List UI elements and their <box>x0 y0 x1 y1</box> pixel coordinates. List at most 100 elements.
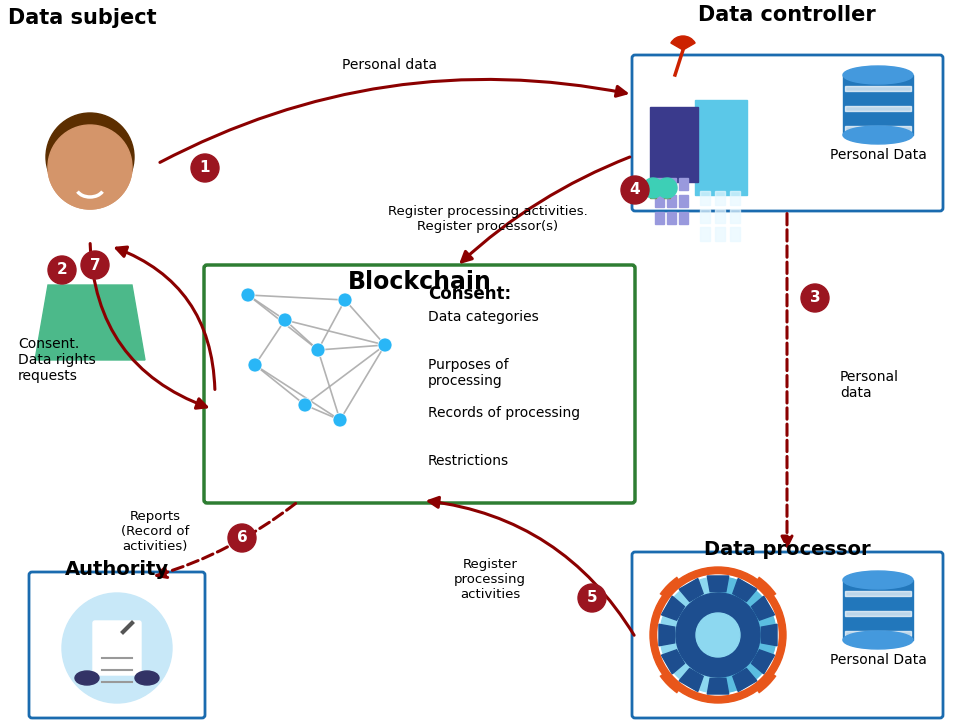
Text: Data processor: Data processor <box>704 540 870 559</box>
Bar <box>700 209 710 223</box>
Circle shape <box>696 613 740 657</box>
Circle shape <box>228 524 256 552</box>
FancyBboxPatch shape <box>632 552 943 718</box>
Text: Authority: Authority <box>65 560 169 579</box>
Text: Blockchain: Blockchain <box>348 270 492 294</box>
Text: Personal Data: Personal Data <box>830 653 926 667</box>
FancyBboxPatch shape <box>93 621 141 675</box>
Bar <box>715 227 725 241</box>
Bar <box>700 191 710 205</box>
Text: Personal
data: Personal data <box>840 370 899 400</box>
Text: Restrictions: Restrictions <box>428 454 509 468</box>
Bar <box>667 178 676 190</box>
Circle shape <box>621 176 649 204</box>
Circle shape <box>248 358 262 372</box>
Text: Reports
(Record of
activities): Reports (Record of activities) <box>120 510 189 553</box>
Polygon shape <box>752 596 774 620</box>
Text: 1: 1 <box>200 160 210 175</box>
Circle shape <box>311 343 325 357</box>
Circle shape <box>650 567 786 703</box>
Bar <box>650 188 656 198</box>
Text: 4: 4 <box>629 183 640 198</box>
Bar <box>730 191 740 205</box>
Polygon shape <box>733 578 757 601</box>
Bar <box>667 195 676 207</box>
Bar <box>845 591 911 596</box>
Circle shape <box>378 338 392 352</box>
Ellipse shape <box>843 66 913 84</box>
Text: Data controller: Data controller <box>698 5 876 25</box>
Bar <box>845 126 911 131</box>
Ellipse shape <box>843 631 913 649</box>
Text: 6: 6 <box>236 531 248 546</box>
Circle shape <box>278 313 292 327</box>
Circle shape <box>298 398 312 412</box>
Polygon shape <box>661 650 684 674</box>
Bar <box>715 209 725 223</box>
Circle shape <box>62 593 172 703</box>
Circle shape <box>676 593 760 677</box>
Circle shape <box>46 113 134 201</box>
Circle shape <box>643 178 663 198</box>
Circle shape <box>578 584 606 612</box>
Bar <box>730 227 740 241</box>
Text: Consent:: Consent: <box>428 285 511 303</box>
Circle shape <box>81 251 109 279</box>
Text: Personal data: Personal data <box>342 58 438 72</box>
Circle shape <box>48 125 132 209</box>
Bar <box>679 212 688 224</box>
Text: Data subject: Data subject <box>8 8 156 28</box>
Circle shape <box>191 154 219 182</box>
FancyBboxPatch shape <box>204 265 635 503</box>
Circle shape <box>657 178 677 198</box>
Bar <box>664 188 670 198</box>
Bar <box>655 178 664 190</box>
FancyBboxPatch shape <box>29 572 205 718</box>
Text: Records of processing: Records of processing <box>428 406 580 420</box>
Text: Register
processing
activities: Register processing activities <box>454 558 526 601</box>
Bar <box>78 180 102 200</box>
Bar <box>845 106 911 111</box>
Ellipse shape <box>75 671 99 685</box>
Polygon shape <box>35 285 145 360</box>
Bar <box>655 212 664 224</box>
Wedge shape <box>718 577 776 693</box>
Polygon shape <box>733 669 757 692</box>
Bar <box>715 191 725 205</box>
Circle shape <box>801 284 829 312</box>
Polygon shape <box>680 578 703 601</box>
Text: 3: 3 <box>810 290 820 305</box>
Text: Data categories: Data categories <box>428 310 539 324</box>
Circle shape <box>48 256 76 284</box>
Bar <box>650 107 698 182</box>
Bar <box>667 212 676 224</box>
Bar <box>845 86 911 91</box>
Ellipse shape <box>135 671 159 685</box>
Ellipse shape <box>843 126 913 144</box>
Circle shape <box>660 577 776 693</box>
Text: Personal Data: Personal Data <box>830 148 926 162</box>
Bar <box>843 75 913 135</box>
Polygon shape <box>762 625 777 645</box>
Circle shape <box>48 125 132 209</box>
Bar <box>700 227 710 241</box>
Circle shape <box>333 413 347 427</box>
Bar <box>845 611 911 616</box>
Polygon shape <box>752 650 774 674</box>
Bar <box>730 209 740 223</box>
Text: 7: 7 <box>90 258 100 272</box>
Polygon shape <box>708 576 729 592</box>
Circle shape <box>658 575 778 695</box>
Circle shape <box>241 288 255 302</box>
Text: Register processing activities.
Register processor(s): Register processing activities. Register… <box>388 205 588 233</box>
Bar <box>655 195 664 207</box>
Polygon shape <box>708 678 729 694</box>
FancyBboxPatch shape <box>632 55 943 211</box>
Circle shape <box>338 293 352 307</box>
Polygon shape <box>659 625 675 645</box>
Bar <box>679 195 688 207</box>
Ellipse shape <box>843 571 913 589</box>
Bar <box>695 100 747 195</box>
Wedge shape <box>671 36 695 50</box>
Text: 5: 5 <box>587 591 598 606</box>
